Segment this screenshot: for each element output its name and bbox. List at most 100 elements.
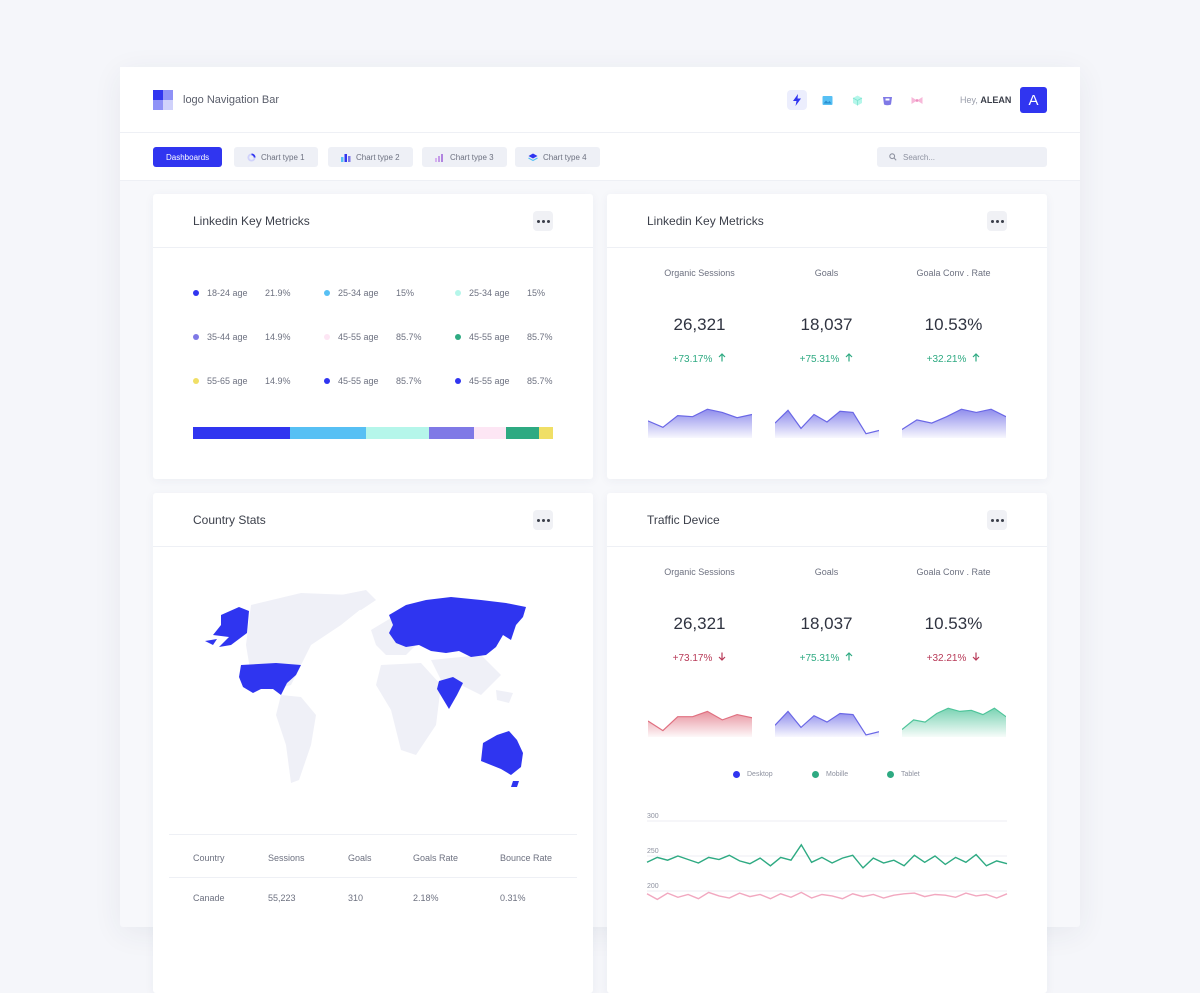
- metric-2: Goala Conv . Rate 10.53% +32.21%: [890, 567, 1017, 664]
- legend-label: 45-55 age: [469, 332, 510, 342]
- legend-value: 21.9%: [265, 288, 291, 298]
- y-tick-label: 300: [647, 813, 659, 820]
- sparkline-line: [648, 408, 752, 428]
- bolt-icon[interactable]: [787, 90, 807, 110]
- more-options-button[interactable]: [987, 211, 1007, 231]
- legend-label: 55-65 age: [207, 376, 248, 386]
- greeting-text: Hey,: [960, 95, 978, 105]
- legend-value: 85.7%: [396, 376, 422, 386]
- age-legend-item: 45-55 age 85.7%: [455, 332, 553, 342]
- legend-dot: [733, 771, 740, 778]
- metric-change: +32.21%: [890, 652, 1017, 664]
- user-greeting: Hey, ALEAN: [960, 95, 1011, 105]
- more-options-button[interactable]: [533, 211, 553, 231]
- metric-value: 26,321: [673, 614, 726, 633]
- cube-icon[interactable]: [847, 90, 867, 110]
- column-chart-icon: [435, 153, 443, 162]
- series-line: [646, 891, 1008, 901]
- column-header[interactable]: Goals Rate: [413, 853, 459, 863]
- sparkline-line: [902, 707, 1006, 730]
- legend-dot: [455, 290, 461, 296]
- arrow-down-icon: [972, 652, 980, 664]
- bar-segment: [428, 427, 474, 439]
- brand-name: logo Navigation Bar: [183, 94, 280, 106]
- more-options-button[interactable]: [533, 510, 553, 530]
- legend-label: 45-55 age: [338, 376, 379, 386]
- layers-icon: [528, 153, 538, 161]
- metric-change: +32.21%: [890, 353, 1017, 365]
- legend-dot: [193, 290, 199, 296]
- metric-value: 26,321: [673, 315, 726, 334]
- legend-label: Desktop: [747, 771, 773, 778]
- dashboard-window: logo Navigation Bar Hey, ALEAN A: [120, 67, 1080, 993]
- age-legend-item: 45-55 age 85.7%: [324, 376, 422, 386]
- card-header: Country Stats: [153, 493, 593, 547]
- bag-icon[interactable]: [877, 90, 897, 110]
- tab-chart-type-3[interactable]: Chart type 3: [422, 147, 507, 167]
- bar-segment: [473, 427, 507, 439]
- card-header: Traffic Device: [607, 493, 1047, 547]
- card-title: Linkedin Key Metricks: [647, 214, 764, 228]
- sparkline: [775, 710, 879, 737]
- tab-label: Chart type 1: [261, 152, 305, 162]
- bow-icon[interactable]: [907, 90, 927, 110]
- more-options-button[interactable]: [987, 510, 1007, 530]
- metric-value: 18,037: [800, 614, 853, 633]
- legend-dot: [887, 771, 894, 778]
- legend-value: 85.7%: [527, 376, 553, 386]
- image-icon[interactable]: [817, 90, 837, 110]
- metric-label: Goala Conv . Rate: [916, 567, 991, 577]
- legend-dot: [193, 334, 199, 340]
- legend-value: 15%: [527, 288, 546, 298]
- tab-chart-type-2[interactable]: Chart type 2: [328, 147, 413, 167]
- tab-label: Dashboards: [166, 152, 210, 162]
- column-header[interactable]: Bounce Rate: [500, 853, 553, 863]
- card-title: Country Stats: [193, 513, 266, 527]
- legend-label: Tablet: [901, 771, 920, 778]
- device-legend-item: Mobille: [812, 771, 848, 778]
- search-box[interactable]: [877, 147, 1047, 167]
- column-header[interactable]: Sessions: [268, 853, 305, 863]
- legend-dot: [324, 334, 330, 340]
- bar-chart-icon: [341, 153, 351, 162]
- tab-chart-type-1[interactable]: Chart type 1: [234, 147, 318, 167]
- legend-label: 35-44 age: [207, 332, 248, 342]
- logo-icon[interactable]: [153, 90, 173, 110]
- age-legend-item: 35-44 age 14.9%: [193, 332, 291, 342]
- search-icon: [889, 153, 897, 161]
- metric-0: Organic Sessions 26,321 +73.17%: [636, 268, 763, 365]
- bar-segment: [193, 427, 291, 439]
- avatar[interactable]: A: [1020, 87, 1047, 113]
- user-name: ALEAN: [980, 95, 1012, 105]
- traffic-device-card: Traffic Device Organic Sessions 26,321 +73…: [607, 493, 1047, 993]
- metric-value: 10.53%: [924, 315, 983, 334]
- legend-dot: [324, 290, 330, 296]
- metric-1: Goals 18,037 +75.31%: [763, 567, 890, 664]
- tab-label: Chart type 4: [543, 152, 587, 162]
- bar-segment: [290, 427, 366, 439]
- column-header[interactable]: Country: [193, 853, 225, 863]
- legend-value: 85.7%: [527, 332, 553, 342]
- search-input[interactable]: [903, 152, 1033, 162]
- table-cell: 55,223: [268, 893, 296, 903]
- sparkline-line: [775, 710, 879, 736]
- device-legend-item: Tablet: [887, 771, 920, 778]
- legend-dot: [812, 771, 819, 778]
- traffic-line-chart: 300 250 200: [646, 813, 1008, 901]
- top-navigation-bar: logo Navigation Bar Hey, ALEAN A: [120, 67, 1080, 133]
- sparkline-area: [775, 410, 879, 438]
- header-icon-group: [787, 90, 927, 110]
- legend-dot: [324, 378, 330, 384]
- metric-label: Goals: [814, 567, 839, 577]
- sparkline-line: [648, 710, 752, 732]
- tab-dashboards[interactable]: Dashboards: [153, 147, 223, 167]
- change-value: +73.17%: [672, 652, 713, 664]
- metric-label: Goala Conv . Rate: [916, 268, 991, 278]
- metric-2: Goala Conv . Rate 10.53% +32.21%: [890, 268, 1017, 365]
- sparkline: [902, 408, 1006, 438]
- legend-label: 45-55 age: [338, 332, 379, 342]
- column-header[interactable]: Goals: [348, 853, 372, 863]
- table-cell: 2.18%: [413, 893, 439, 903]
- tab-chart-type-4[interactable]: Chart type 4: [515, 147, 600, 167]
- change-value: +73.17%: [672, 353, 713, 365]
